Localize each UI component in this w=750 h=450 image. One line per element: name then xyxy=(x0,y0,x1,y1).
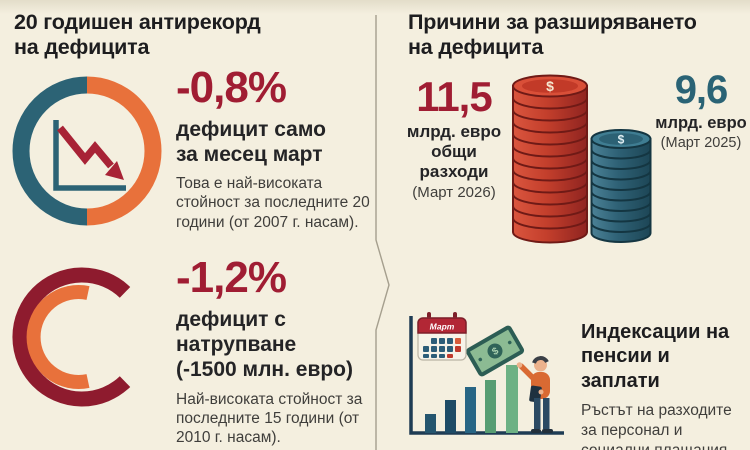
calendar-month-label: Март xyxy=(430,322,455,332)
deficit-cumulative-note: Най-високата стойност за последните 15 г… xyxy=(176,390,363,446)
expenses-previous-period: (Март 2025) xyxy=(660,135,742,152)
gauge-arc-icon xyxy=(12,267,131,407)
deficit-cumulative-value: -1,2% xyxy=(176,253,287,302)
deficit-march-block: -0,8% дефицит само за месец март Това е … xyxy=(176,66,372,232)
deficit-march-note: Това е най-високата стойност за последни… xyxy=(176,175,370,231)
deficit-cumulative-block: -1,2% дефицит с натрупване (-1500 млн. е… xyxy=(176,256,378,447)
deficit-cumulative-subtitle: дефицит с натрупване (-1500 млн. евро) xyxy=(176,308,354,382)
banknote-icon: $ xyxy=(465,325,525,377)
dollar-icon: $ xyxy=(490,345,501,358)
right-title: Причини за разширяването на дефицита xyxy=(408,10,697,60)
top-shade xyxy=(0,0,750,14)
expenses-previous-block: 9,6 млрд. евро (Март 2025) xyxy=(653,70,749,151)
declining-chart-donut-icon xyxy=(12,76,162,226)
expenses-current-unit: млрд. евро общи разходи xyxy=(406,122,502,182)
person-figure xyxy=(516,356,553,433)
expenses-previous-value: 9,6 xyxy=(674,68,729,112)
indexation-title: Индексации на пенсии и заплати xyxy=(581,321,730,392)
expenses-previous-unit: млрд. евро xyxy=(655,114,747,132)
calendar-icon: Март xyxy=(417,312,467,361)
indexation-block: Индексации на пенсии и заплати Ръстът на… xyxy=(581,320,745,450)
expenses-current-block: 11,5 млрд. евро общи разходи (Март 2026) xyxy=(396,73,512,202)
deficit-march-subtitle: дефицит само за месец март xyxy=(176,118,326,167)
coin-stack-red: $ xyxy=(512,74,588,244)
indexation-note: Ръстът на разходите за персонал и социал… xyxy=(581,402,732,450)
deficit-march-value: -0,8% xyxy=(176,63,287,112)
expenses-current-period: (Март 2026) xyxy=(412,184,496,202)
dollar-icon: $ xyxy=(618,133,625,147)
expenses-current-value: 11,5 xyxy=(416,73,492,120)
left-title: 20 годишен антирекорд на дефицита xyxy=(14,10,261,60)
dollar-icon: $ xyxy=(546,78,554,94)
coin-stack-teal: $ xyxy=(590,129,652,243)
indexation-illustration: $ Март xyxy=(409,312,564,435)
calendar-grid xyxy=(423,338,461,358)
